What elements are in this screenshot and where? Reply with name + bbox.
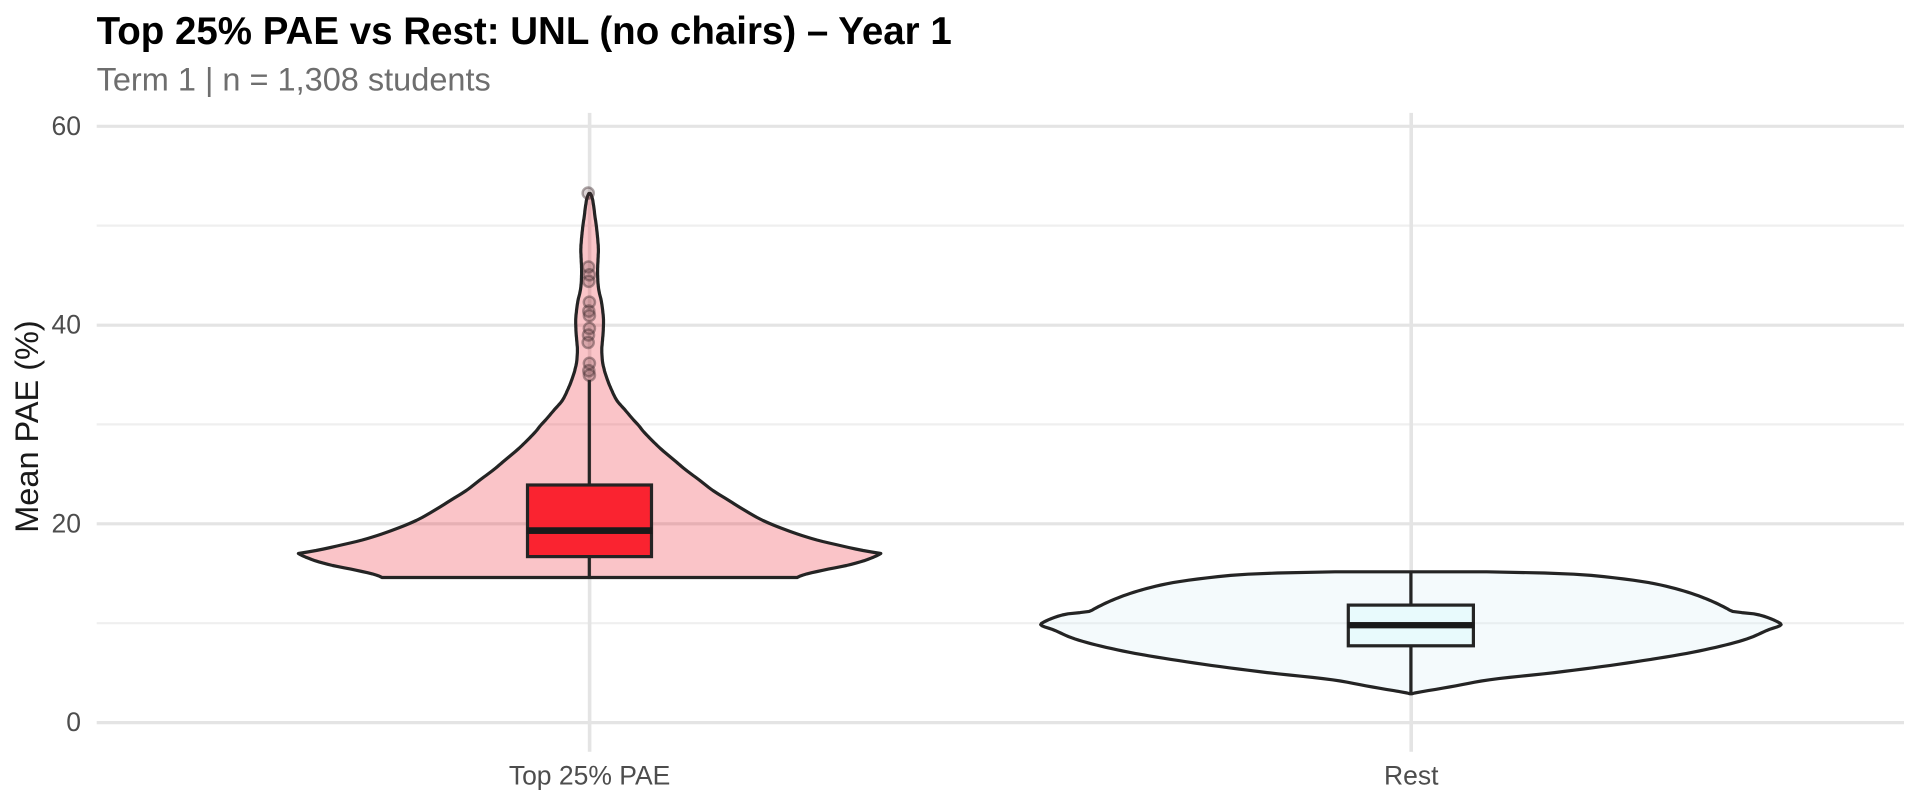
- svg-text:40: 40: [52, 310, 81, 340]
- svg-text:60: 60: [52, 111, 81, 141]
- svg-text:Rest: Rest: [1384, 761, 1439, 791]
- svg-text:Mean PAE (%): Mean PAE (%): [9, 320, 45, 533]
- svg-text:0: 0: [66, 707, 81, 737]
- svg-text:Term 1 | n = 1,308 students: Term 1 | n = 1,308 students: [97, 61, 491, 97]
- svg-text:Top 25% PAE vs Rest: UNL (no c: Top 25% PAE vs Rest: UNL (no chairs) – Y…: [97, 10, 952, 53]
- svg-text:Top 25% PAE: Top 25% PAE: [509, 761, 671, 791]
- svg-text:20: 20: [52, 508, 81, 538]
